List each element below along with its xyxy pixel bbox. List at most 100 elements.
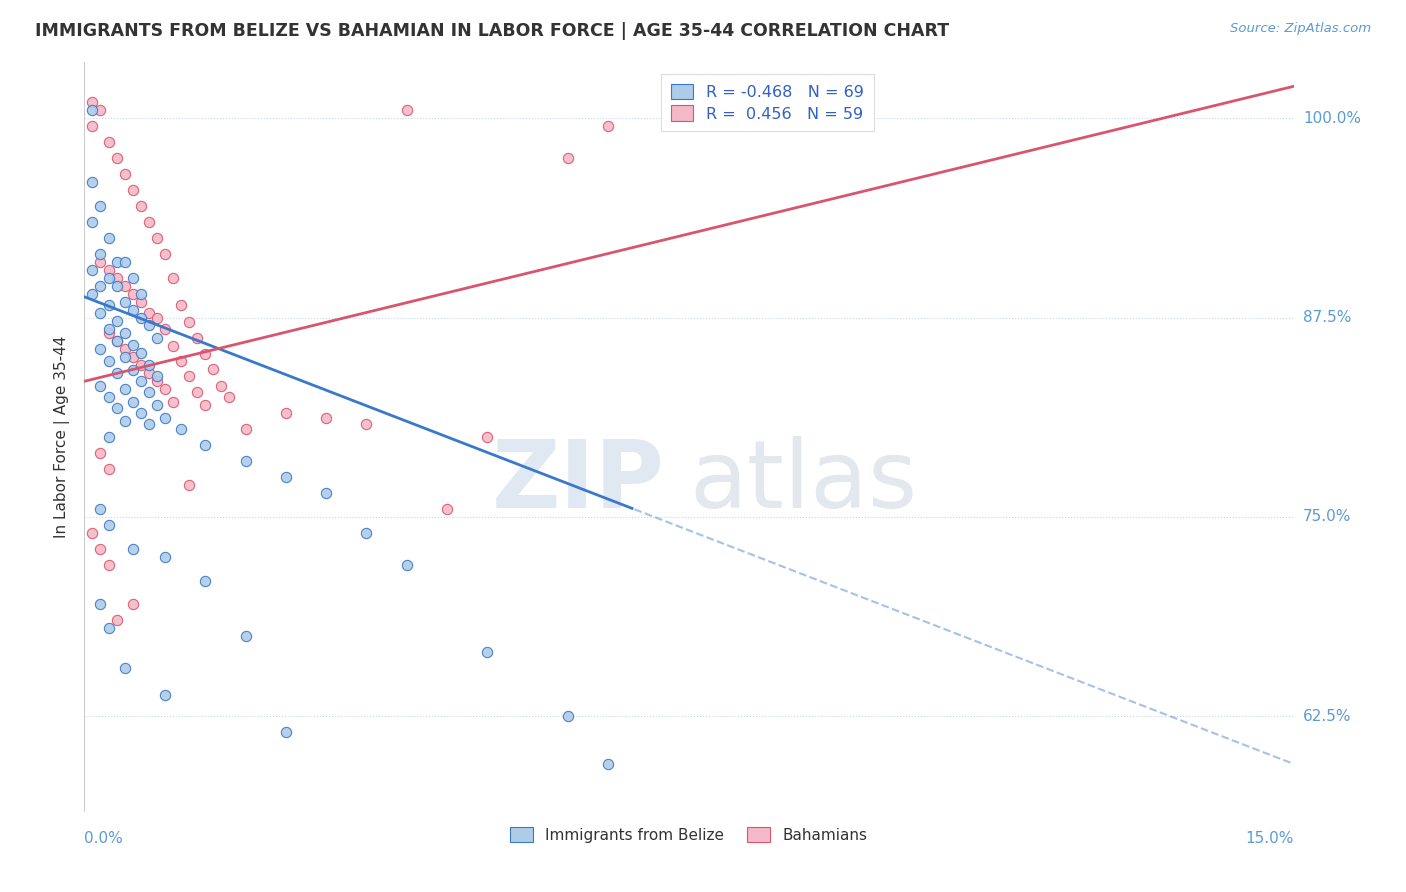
Point bbox=[477, 645, 499, 659]
Point bbox=[138, 318, 160, 333]
Point bbox=[97, 326, 120, 341]
Point bbox=[129, 310, 152, 325]
Point bbox=[218, 390, 240, 404]
Point bbox=[162, 339, 184, 353]
Point bbox=[97, 298, 120, 312]
Point bbox=[89, 446, 111, 460]
Point bbox=[129, 374, 152, 388]
Text: 75.0%: 75.0% bbox=[1303, 509, 1351, 524]
Point bbox=[194, 398, 217, 412]
Point bbox=[114, 167, 136, 181]
Point bbox=[121, 395, 143, 409]
Point bbox=[114, 278, 136, 293]
Point bbox=[179, 478, 201, 492]
Point bbox=[170, 353, 193, 368]
Point bbox=[121, 270, 143, 285]
Point bbox=[82, 175, 104, 189]
Point bbox=[105, 334, 128, 349]
Point bbox=[477, 430, 499, 444]
Text: 15.0%: 15.0% bbox=[1246, 830, 1294, 846]
Point bbox=[105, 367, 128, 381]
Point bbox=[121, 286, 143, 301]
Point bbox=[97, 231, 120, 245]
Point bbox=[557, 709, 579, 723]
Point bbox=[97, 321, 120, 335]
Point bbox=[121, 183, 143, 197]
Point bbox=[121, 598, 143, 612]
Point bbox=[89, 246, 111, 260]
Point bbox=[121, 337, 143, 351]
Point bbox=[97, 430, 120, 444]
Point bbox=[129, 286, 152, 301]
Point bbox=[153, 246, 176, 260]
Point bbox=[97, 353, 120, 368]
Point bbox=[89, 501, 111, 516]
Point bbox=[105, 334, 128, 349]
Point bbox=[186, 385, 208, 400]
Point bbox=[97, 621, 120, 635]
Point bbox=[105, 254, 128, 268]
Point bbox=[114, 343, 136, 357]
Point bbox=[105, 270, 128, 285]
Point bbox=[138, 417, 160, 432]
Point bbox=[129, 345, 152, 359]
Point bbox=[162, 395, 184, 409]
Point bbox=[89, 254, 111, 268]
Point bbox=[114, 254, 136, 268]
Point bbox=[235, 422, 257, 436]
Point bbox=[105, 401, 128, 416]
Point bbox=[121, 351, 143, 365]
Text: IMMIGRANTS FROM BELIZE VS BAHAMIAN IN LABOR FORCE | AGE 35-44 CORRELATION CHART: IMMIGRANTS FROM BELIZE VS BAHAMIAN IN LA… bbox=[35, 22, 949, 40]
Point bbox=[179, 369, 201, 384]
Point bbox=[89, 379, 111, 393]
Point bbox=[202, 361, 225, 376]
Text: 0.0%: 0.0% bbox=[84, 830, 124, 846]
Point bbox=[209, 379, 232, 393]
Point bbox=[194, 438, 217, 452]
Point bbox=[356, 525, 378, 540]
Point bbox=[138, 367, 160, 381]
Point bbox=[395, 558, 418, 572]
Point bbox=[114, 414, 136, 428]
Point bbox=[138, 385, 160, 400]
Point bbox=[89, 598, 111, 612]
Point bbox=[114, 382, 136, 396]
Point bbox=[89, 541, 111, 556]
Point bbox=[82, 215, 104, 229]
Point bbox=[82, 286, 104, 301]
Text: Source: ZipAtlas.com: Source: ZipAtlas.com bbox=[1230, 22, 1371, 36]
Point bbox=[138, 306, 160, 320]
Point bbox=[153, 549, 176, 564]
Point bbox=[114, 661, 136, 675]
Point bbox=[89, 343, 111, 357]
Y-axis label: In Labor Force | Age 35-44: In Labor Force | Age 35-44 bbox=[55, 336, 70, 538]
Point bbox=[89, 306, 111, 320]
Point bbox=[129, 294, 152, 309]
Point bbox=[146, 374, 169, 388]
Legend: Immigrants from Belize, Bahamians: Immigrants from Belize, Bahamians bbox=[505, 822, 873, 849]
Point bbox=[82, 95, 104, 110]
Point bbox=[146, 231, 169, 245]
Point bbox=[129, 406, 152, 420]
Text: 87.5%: 87.5% bbox=[1303, 310, 1351, 325]
Point bbox=[315, 486, 337, 500]
Point bbox=[97, 262, 120, 277]
Point bbox=[114, 326, 136, 341]
Point bbox=[105, 278, 128, 293]
Point bbox=[194, 347, 217, 361]
Point bbox=[170, 298, 193, 312]
Point bbox=[89, 199, 111, 213]
Point bbox=[97, 558, 120, 572]
Point bbox=[105, 614, 128, 628]
Point bbox=[598, 756, 620, 771]
Point bbox=[97, 517, 120, 532]
Point bbox=[186, 331, 208, 345]
Point bbox=[121, 302, 143, 317]
Point bbox=[89, 278, 111, 293]
Point bbox=[138, 215, 160, 229]
Point bbox=[105, 151, 128, 165]
Point bbox=[356, 417, 378, 432]
Point bbox=[129, 359, 152, 373]
Text: 62.5%: 62.5% bbox=[1303, 708, 1351, 723]
Point bbox=[153, 382, 176, 396]
